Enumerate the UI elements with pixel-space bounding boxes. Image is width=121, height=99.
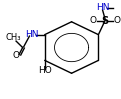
Text: S: S [101, 16, 109, 26]
Text: CH₃: CH₃ [5, 33, 21, 42]
Text: O: O [113, 16, 121, 25]
Text: HO: HO [38, 66, 52, 75]
Text: HN: HN [96, 3, 109, 12]
Text: HN: HN [25, 30, 39, 39]
Text: O: O [13, 51, 20, 60]
Text: O: O [89, 16, 96, 25]
